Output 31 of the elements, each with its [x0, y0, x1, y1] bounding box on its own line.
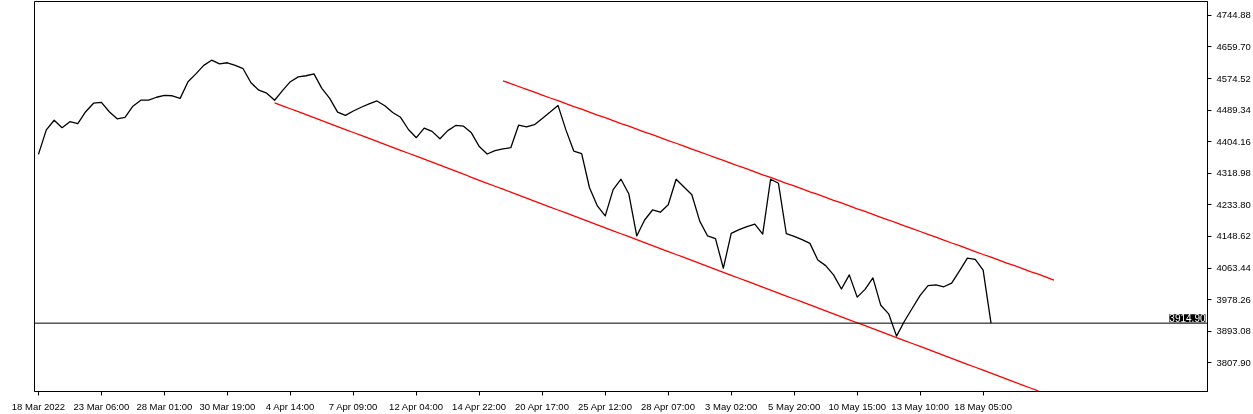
- x-tick-label: 23 Mar 06:00: [73, 400, 130, 412]
- x-tick-label: 4 Apr 14:00: [265, 400, 315, 412]
- x-tick-label: 20 Apr 17:00: [515, 400, 569, 412]
- x-tick-label: 13 May 10:00: [891, 400, 949, 412]
- y-tick-label: 4744.88: [1216, 9, 1251, 21]
- y-tick-label: 4318.98: [1216, 167, 1251, 179]
- y-tick-label: 4659.70: [1216, 40, 1251, 52]
- x-tick-label: 28 Mar 01:00: [136, 400, 193, 412]
- line-series: [273, 102, 1039, 392]
- x-tick-label: 28 Apr 07:00: [641, 400, 695, 412]
- x-tick-label: 14 Apr 22:00: [452, 400, 506, 412]
- y-tick-label: 3807.90: [1216, 356, 1251, 368]
- x-tick-label: 10 May 15:00: [828, 400, 886, 412]
- ref-line-label: 3914.90: [1169, 313, 1206, 325]
- y-tick-label: 4489.34: [1216, 104, 1251, 116]
- y-tick-label: 4063.44: [1216, 262, 1251, 274]
- x-tick-label: 30 Mar 19:00: [199, 400, 256, 412]
- x-tick-label: 5 May 20:00: [768, 400, 821, 412]
- x-tick-label: 18 May 05:00: [954, 400, 1012, 412]
- y-tick-label: 4148.62: [1216, 230, 1251, 242]
- y-tick-label: 3893.08: [1216, 325, 1251, 337]
- x-tick-label: 7 Apr 09:00: [328, 400, 378, 412]
- x-tick-label: 3 May 02:00: [705, 400, 758, 412]
- y-tick-label: 4233.80: [1216, 198, 1251, 210]
- y-tick-label: 3978.26: [1216, 293, 1251, 305]
- line-series: [502, 80, 1055, 281]
- x-tick-label: 25 Apr 12:00: [578, 400, 632, 412]
- y-tick-label: 4574.52: [1216, 72, 1251, 84]
- x-tick-label: 18 Mar 2022: [11, 400, 66, 412]
- x-tick-label: 12 Apr 04:00: [389, 400, 443, 412]
- y-tick-label: 4404.16: [1216, 135, 1251, 147]
